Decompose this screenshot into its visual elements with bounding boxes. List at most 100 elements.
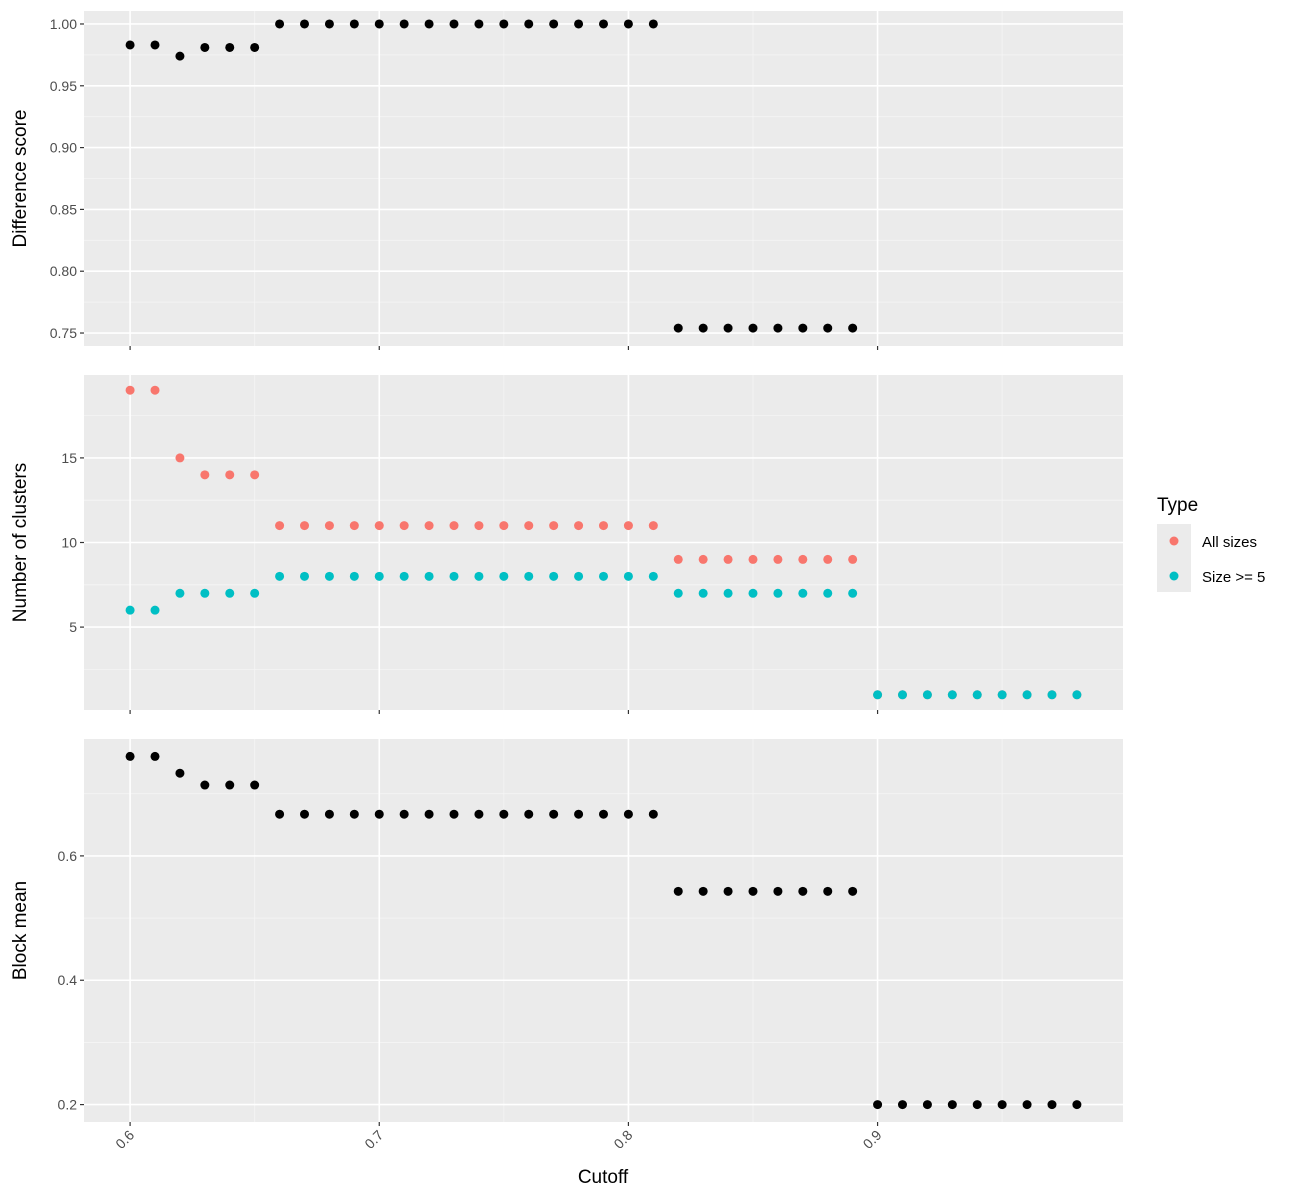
data-point [848, 323, 858, 333]
data-point [698, 886, 708, 896]
data-point [574, 19, 584, 29]
data-point [125, 605, 135, 615]
data-point [623, 521, 633, 531]
data-point [324, 19, 334, 29]
data-point [225, 588, 235, 598]
data-point [349, 809, 359, 819]
y-tick-label: 1.00 [50, 16, 77, 32]
legend-label-all-sizes: All sizes [1202, 534, 1257, 551]
series-all-sizes [125, 385, 1082, 700]
data-point [922, 690, 932, 700]
data-point [698, 588, 708, 598]
data-point [1072, 690, 1082, 700]
data-point [698, 323, 708, 333]
data-point [623, 809, 633, 819]
data-point [449, 571, 459, 581]
data-point [524, 571, 534, 581]
series-values [125, 19, 858, 333]
y-tick-label: 5 [69, 619, 77, 635]
data-point [574, 809, 584, 819]
data-point [349, 19, 359, 29]
data-point [250, 780, 260, 790]
data-point [499, 809, 509, 819]
data-point [623, 19, 633, 29]
data-point [723, 588, 733, 598]
data-point [1022, 690, 1032, 700]
data-point [449, 19, 459, 29]
data-point [599, 521, 608, 531]
data-point [499, 521, 509, 531]
data-point [748, 886, 758, 896]
data-point [972, 690, 982, 700]
data-point [773, 886, 783, 896]
data-point [374, 571, 384, 581]
data-point [723, 323, 733, 333]
data-point [823, 588, 833, 598]
legend: Type All sizes Size >= 5 [1157, 495, 1265, 592]
data-point [424, 521, 434, 531]
y-tick-label: 10 [61, 535, 77, 551]
data-point [1047, 1100, 1057, 1110]
y-tick-label: 0.80 [50, 263, 77, 279]
data-point [275, 809, 285, 819]
data-point [150, 751, 160, 761]
data-point [424, 19, 434, 29]
data-point [399, 521, 409, 531]
data-point [972, 1100, 982, 1110]
data-point [349, 571, 359, 581]
y-axis-title: Block mean [10, 881, 31, 980]
legend-label-size-ge-5: Size >= 5 [1202, 569, 1265, 586]
data-point [300, 809, 310, 819]
data-point [324, 809, 334, 819]
data-point [175, 588, 185, 598]
legend-key-background [1157, 524, 1191, 592]
data-point [823, 554, 833, 564]
data-point [150, 605, 160, 615]
data-point [648, 19, 658, 29]
data-point [897, 1100, 907, 1110]
data-point [300, 571, 310, 581]
data-point [300, 19, 310, 29]
data-point [424, 571, 434, 581]
data-point [648, 571, 658, 581]
data-point [200, 588, 210, 598]
data-point [673, 588, 683, 598]
x-tick-label: 0.7 [361, 1127, 386, 1152]
x-axis-title: Cutoff [578, 1167, 629, 1188]
y-axis-title: Difference score [10, 110, 31, 248]
data-point [574, 571, 584, 581]
legend-title: Type [1157, 495, 1198, 516]
y-tick-label: 0.75 [50, 325, 77, 341]
data-point [524, 19, 534, 29]
y-axis-title: Number of clusters [10, 463, 31, 622]
data-point [300, 521, 310, 531]
data-point [549, 521, 559, 531]
y-tick-label: 0.95 [50, 78, 77, 94]
data-point [574, 521, 584, 531]
y-tick-label: 0.4 [58, 972, 78, 988]
data-point [175, 453, 185, 463]
data-point [399, 809, 409, 819]
data-point [499, 19, 509, 29]
y-tick-label: 0.2 [58, 1097, 78, 1113]
data-point [250, 42, 260, 52]
panel-background [84, 739, 1123, 1122]
data-point [848, 588, 858, 598]
x-tick-label: 0.6 [112, 1127, 137, 1152]
data-point [922, 1100, 932, 1110]
data-point [698, 554, 708, 564]
panel-1: 0.75 0.80 0.85 0.90 0.95 1.00 Difference score [10, 11, 1123, 350]
legend-key-size-ge-5 [1169, 571, 1179, 581]
data-point [200, 470, 210, 480]
panel-3: 0.2 0.4 0.6 Block mean [10, 739, 1123, 1126]
data-point [324, 571, 334, 581]
series-size-5 [125, 571, 1082, 700]
data-point [449, 809, 459, 819]
data-point [947, 1100, 957, 1110]
data-point [374, 19, 384, 29]
data-point [474, 19, 484, 29]
x-tick-label: 0.9 [860, 1127, 885, 1152]
data-point [1072, 1100, 1082, 1110]
data-point [748, 588, 758, 598]
data-point [200, 42, 210, 52]
